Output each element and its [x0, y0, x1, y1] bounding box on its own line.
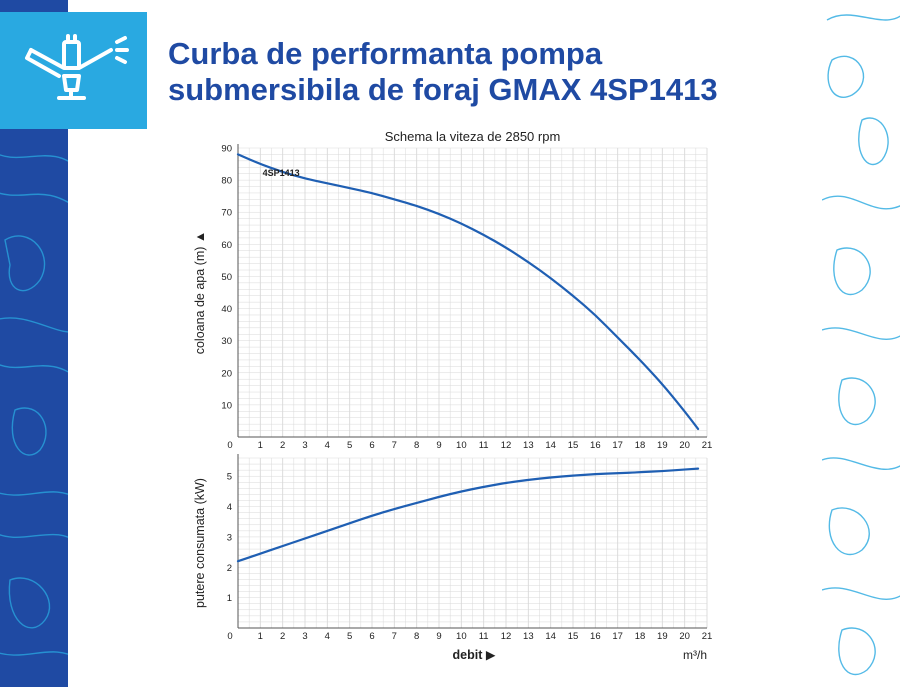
x-tick-label: 5: [347, 631, 352, 642]
y-tick-label: 2: [227, 563, 232, 574]
page-title-line-2: submersibila de foraj GMAX 4SP1413: [168, 72, 718, 107]
x-axis-label: debit ▶: [453, 648, 496, 662]
y-axis-label: putere consumata (kW): [193, 478, 207, 608]
x-axis-unit: m³/h: [683, 648, 707, 662]
x-tick-label: 7: [392, 440, 397, 451]
y-tick-label: 40: [221, 304, 232, 315]
logo-tile: [0, 12, 147, 129]
chart-title: Schema la viteza de 2850 rpm: [385, 129, 561, 144]
x-tick-label: 7: [392, 631, 397, 642]
right-decorative-band: [822, 0, 900, 687]
y-tick-label: 90: [221, 144, 232, 155]
y-tick-label: 80: [221, 176, 232, 187]
x-tick-label: 16: [590, 440, 601, 451]
chart-panel-2: 0 1 2 3 4 5 6 7 8 9 10 11 12 13 14 15 16 17 18 19 20 2112345p…: [193, 454, 712, 662]
y-tick-label: 60: [221, 240, 232, 251]
x-tick-label: 10: [456, 631, 467, 642]
x-tick-label: 15: [568, 631, 579, 642]
x-tick-label: 5: [347, 440, 352, 451]
x-tick-label: 12: [501, 440, 512, 451]
y-tick-label: 1: [227, 593, 232, 604]
x-tick-label: 11: [479, 440, 489, 451]
x-tick-label: 8: [414, 440, 419, 451]
x-tick-label: 9: [436, 440, 441, 451]
x-tick-label: 1: [258, 440, 263, 451]
x-tick-label: 19: [657, 631, 668, 642]
y-tick-label: 5: [227, 472, 232, 483]
x-tick-label: 4: [325, 631, 330, 642]
x-tick-label: 0: [227, 631, 232, 642]
x-tick-label: 20: [679, 631, 690, 642]
series-label: 4SP1413: [263, 168, 300, 178]
x-tick-label: 4: [325, 440, 330, 451]
y-tick-label: 10: [221, 400, 232, 411]
x-tick-label: 19: [657, 440, 668, 451]
x-tick-label: 0: [227, 440, 232, 451]
x-tick-label: 6: [369, 631, 374, 642]
x-tick-label: 21: [702, 440, 713, 451]
x-tick-label: 9: [436, 631, 441, 642]
x-tick-label: 10: [456, 440, 467, 451]
y-tick-label: 3: [227, 532, 232, 543]
x-tick-label: 20: [679, 440, 690, 451]
x-tick-label: 8: [414, 631, 419, 642]
x-tick-label: 13: [523, 631, 534, 642]
series-line-4sp1413: [236, 153, 700, 431]
x-tick-label: 17: [612, 440, 623, 451]
chart-panel-1: 0 1 2 3 4 5 6 7 8 9 10 11 12 13 14 15 16 17 18 19 20 21102030…: [193, 129, 712, 451]
x-tick-label: 1: [258, 631, 263, 642]
y-tick-label: 4: [227, 502, 232, 513]
submersible-pump-icon: [24, 34, 129, 100]
page-title-line-1: Curba de performanta pompa: [168, 36, 603, 71]
y-axis-label: coloana de apa (m) ▲: [193, 231, 207, 355]
y-tick-label: 50: [221, 272, 232, 283]
x-tick-label: 18: [635, 631, 646, 642]
x-tick-label: 12: [501, 631, 512, 642]
x-tick-label: 21: [702, 631, 713, 642]
x-tick-label: 2: [280, 631, 285, 642]
x-tick-label: 6: [369, 440, 374, 451]
x-tick-label: 13: [523, 440, 534, 451]
x-tick-label: 17: [612, 631, 623, 642]
x-tick-label: 14: [545, 440, 556, 451]
y-tick-label: 70: [221, 208, 232, 219]
x-tick-label: 14: [545, 631, 556, 642]
topographic-pattern-left: [0, 154, 68, 656]
x-tick-label: 3: [302, 631, 307, 642]
topographic-pattern-right: [822, 14, 900, 676]
x-tick-label: 18: [635, 440, 646, 451]
y-tick-label: 20: [221, 368, 232, 379]
series-line-power: [236, 467, 700, 563]
page-title: Curba de performanta pompa submersibila …: [168, 36, 768, 108]
x-tick-label: 11: [479, 631, 489, 642]
x-tick-label: 15: [568, 440, 579, 451]
x-tick-label: 2: [280, 440, 285, 451]
x-tick-label: 3: [302, 440, 307, 451]
y-tick-label: 30: [221, 336, 232, 347]
x-tick-label: 16: [590, 631, 601, 642]
